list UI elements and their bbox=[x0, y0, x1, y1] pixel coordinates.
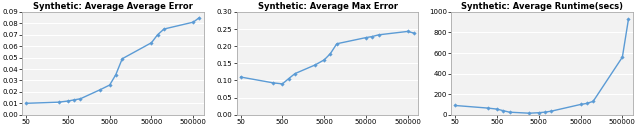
Title: Synthetic: Average Max Error: Synthetic: Average Max Error bbox=[257, 2, 397, 11]
Title: Synthetic: Average Runtime(secs): Synthetic: Average Runtime(secs) bbox=[461, 2, 623, 11]
Title: Synthetic: Average Average Error: Synthetic: Average Average Error bbox=[33, 2, 193, 11]
